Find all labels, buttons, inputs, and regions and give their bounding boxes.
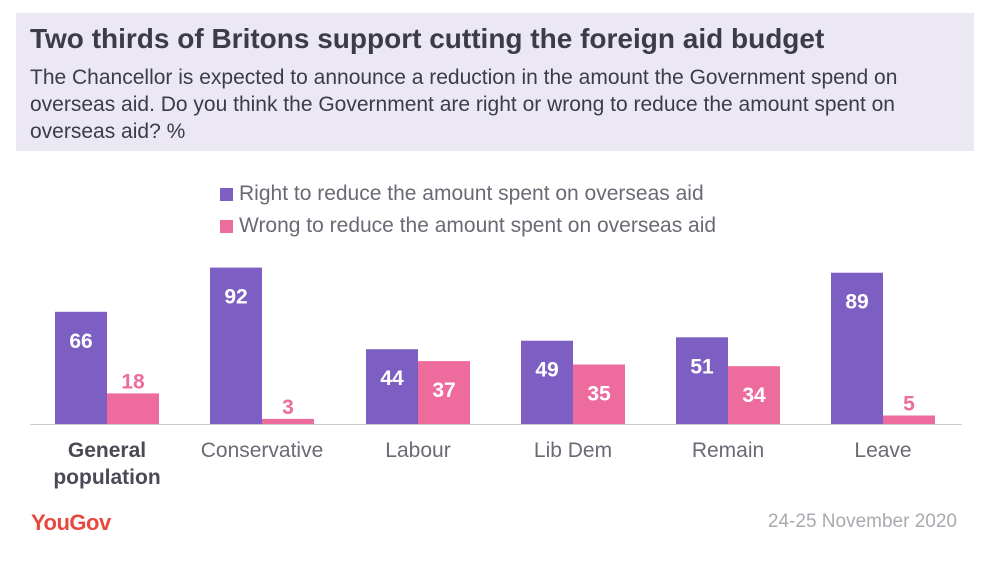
- bar-wrong-4: [728, 366, 780, 424]
- data-label-wrong-2: 37: [432, 379, 455, 402]
- date-label: 24-25 November 2020: [767, 511, 957, 532]
- category-label-3: Lib Dem: [534, 439, 612, 462]
- header-panel: Two thirds of Britons support cutting th…: [16, 13, 974, 151]
- chart-subtitle: The Chancellor is expected to announce a…: [30, 66, 898, 143]
- legend-label-right: Right to reduce the amount spent on over…: [239, 182, 704, 205]
- data-label-wrong-5: 5: [903, 393, 915, 416]
- bar-wrong-3: [573, 364, 625, 424]
- data-label-right-0: 66: [69, 330, 92, 353]
- legend-swatch-wrong: [220, 219, 233, 233]
- data-label-wrong-1: 3: [282, 396, 294, 419]
- yougov-logo: YouGov: [31, 510, 111, 535]
- data-label-wrong-0: 18: [121, 370, 145, 393]
- data-label-right-4: 51: [690, 355, 714, 378]
- data-label-right-2: 44: [380, 367, 404, 390]
- category-label-0-line-0: General: [68, 439, 146, 462]
- data-label-right-5: 89: [845, 291, 868, 314]
- legend-swatch-right: [220, 187, 233, 201]
- category-label-4: Remain: [692, 439, 764, 462]
- category-label-0-line-1: population: [53, 466, 160, 489]
- bar-right-3: [521, 340, 573, 424]
- category-label-5: Leave: [854, 439, 911, 462]
- legend: Right to reduce the amount spent on over…: [220, 178, 716, 242]
- bar-right-0: [55, 311, 107, 424]
- bar-wrong-1: [262, 418, 314, 424]
- bar-right-4: [676, 337, 728, 424]
- bar-wrong-5: [883, 415, 935, 424]
- bar-wrong-0: [107, 393, 159, 424]
- data-label-right-3: 49: [535, 359, 558, 382]
- bar-right-5: [831, 272, 883, 424]
- legend-item-wrong: Wrong to reduce the amount spent on over…: [220, 210, 716, 242]
- data-label-wrong-4: 34: [742, 384, 766, 407]
- chart-title: Two thirds of Britons support cutting th…: [30, 23, 825, 54]
- legend-item-right: Right to reduce the amount spent on over…: [220, 178, 716, 210]
- data-label-wrong-3: 35: [587, 383, 611, 406]
- category-label-2: Labour: [385, 439, 450, 462]
- bar-wrong-2: [418, 361, 470, 424]
- data-label-right-1: 92: [224, 286, 247, 309]
- legend-label-wrong: Wrong to reduce the amount spent on over…: [239, 214, 717, 237]
- bar-right-2: [366, 349, 418, 424]
- category-label-1: Conservative: [201, 439, 324, 462]
- bar-right-1: [210, 267, 262, 424]
